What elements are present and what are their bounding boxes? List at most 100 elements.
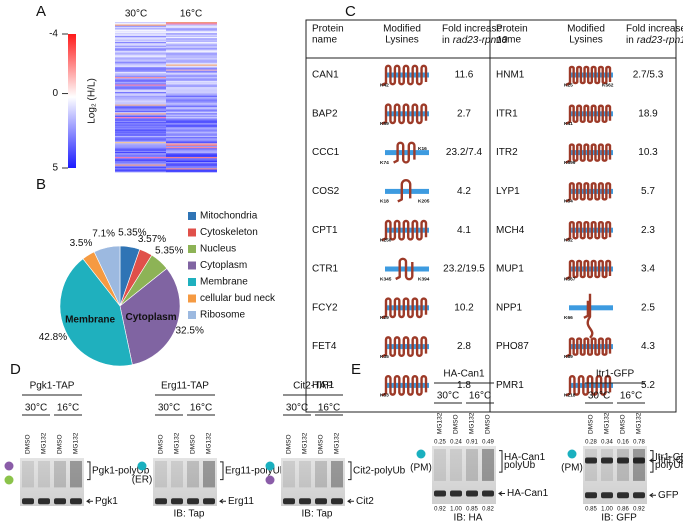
lane-label: DMSO <box>158 435 165 455</box>
heatmap-cell <box>166 112 217 114</box>
header-text: Fold increase <box>626 24 683 35</box>
heatmap-cell <box>166 42 217 44</box>
heatmap-cell <box>166 72 217 74</box>
heatmap-cell <box>166 133 217 135</box>
band <box>633 457 645 464</box>
heatmap-cell <box>166 130 217 133</box>
heatmap-cell <box>115 148 166 150</box>
heatmap-cell <box>166 82 217 84</box>
arrow <box>498 491 505 496</box>
heatmap-cell <box>115 64 166 67</box>
heatmap-cell <box>166 75 217 78</box>
protein-topology <box>381 375 428 397</box>
heatmap-cell <box>115 39 166 42</box>
heatmap-cell <box>166 110 217 113</box>
protein-topology <box>565 259 612 281</box>
protein-name: FET4 <box>312 341 337 352</box>
heatmap-cell <box>166 119 217 122</box>
quantification: 1.00 <box>450 507 462 513</box>
heatmap-cell <box>115 83 166 85</box>
protein-topology <box>381 336 428 358</box>
heatmap-cell <box>115 59 166 62</box>
heatmap-cell <box>115 37 166 39</box>
legend-swatch <box>188 294 196 303</box>
ib-label: IB: HA <box>454 513 483 524</box>
heatmap-cell <box>166 170 217 173</box>
band-label: Pgk1-polyUb <box>92 465 150 476</box>
heatmap-cell <box>166 103 217 105</box>
quantification: 0.85 <box>466 507 478 513</box>
heatmap-cell <box>166 104 217 107</box>
lane-label: MG132 <box>41 432 48 454</box>
quantification: 0.34 <box>601 440 613 446</box>
heatmap-cell <box>166 32 217 34</box>
band-label: Pgk1 <box>95 496 118 507</box>
band <box>155 498 167 505</box>
smear <box>22 461 34 488</box>
band <box>70 498 82 505</box>
bracket <box>650 450 654 473</box>
legend-label: Nucleus <box>200 244 236 255</box>
heatmap-cell <box>166 80 217 83</box>
bracket <box>87 461 91 481</box>
header-text: rad23-rpn10 <box>453 35 508 46</box>
heatmap-cell <box>166 145 217 148</box>
heatmap-cell <box>115 52 166 54</box>
heatmap-cell <box>115 154 166 157</box>
membrane <box>385 72 429 78</box>
legend-swatch <box>188 261 196 270</box>
heatmap-cell <box>115 90 166 93</box>
heatmap-cell <box>115 49 166 52</box>
header-text: Lysines <box>385 35 419 46</box>
smear <box>203 461 215 488</box>
heatmap-cell <box>115 62 166 64</box>
heatmap-cell <box>166 22 217 24</box>
membrane <box>385 227 429 233</box>
lane-label: MG132 <box>604 412 611 434</box>
arrow <box>219 498 226 504</box>
blot-title: Erg11-TAP <box>161 381 209 392</box>
heatmap-cell <box>166 79 217 82</box>
heatmap-cell <box>115 99 166 102</box>
heatmap-cell <box>166 54 217 57</box>
membrane <box>385 188 429 194</box>
protein-name: LYP1 <box>496 186 520 197</box>
heatmap-cell <box>166 90 217 93</box>
heatmap-cell <box>166 107 217 109</box>
smear <box>283 461 295 488</box>
heatmap-cell <box>166 49 217 52</box>
heatmap-cell <box>166 44 217 47</box>
heatmap-cell <box>166 47 217 49</box>
band-label: Erg11 <box>228 496 254 507</box>
table-border <box>305 19 677 413</box>
smear <box>155 461 167 488</box>
heatmap-cell <box>166 113 217 115</box>
heatmap-cell <box>115 124 166 127</box>
panel-label: C <box>345 3 356 20</box>
smear <box>482 449 494 481</box>
lane-label: DMSO <box>286 435 293 455</box>
protein-topology <box>565 375 612 397</box>
panel-label: D <box>10 361 21 378</box>
heatmap-cell <box>115 27 166 29</box>
heatmap-cell <box>115 132 166 134</box>
arrow <box>649 458 656 463</box>
heatmap-cell <box>115 140 166 143</box>
heatmap-cell <box>166 124 217 127</box>
heatmap-cell <box>166 147 217 149</box>
band <box>482 490 494 497</box>
blot-image <box>153 458 217 506</box>
smear <box>450 449 462 481</box>
band <box>283 498 295 505</box>
heatmap-cell <box>166 95 217 98</box>
band <box>585 492 597 499</box>
colorbar <box>68 34 76 168</box>
heatmap-cell <box>166 55 217 58</box>
heatmap-cell <box>115 54 166 57</box>
lysine-label: K41 <box>564 121 573 127</box>
protein-name: ITR1 <box>496 108 518 119</box>
lysine-label: K562 <box>602 82 614 88</box>
quantification: 0.85 <box>585 507 597 513</box>
heatmap-cell <box>166 92 217 94</box>
location-dot <box>265 475 275 485</box>
